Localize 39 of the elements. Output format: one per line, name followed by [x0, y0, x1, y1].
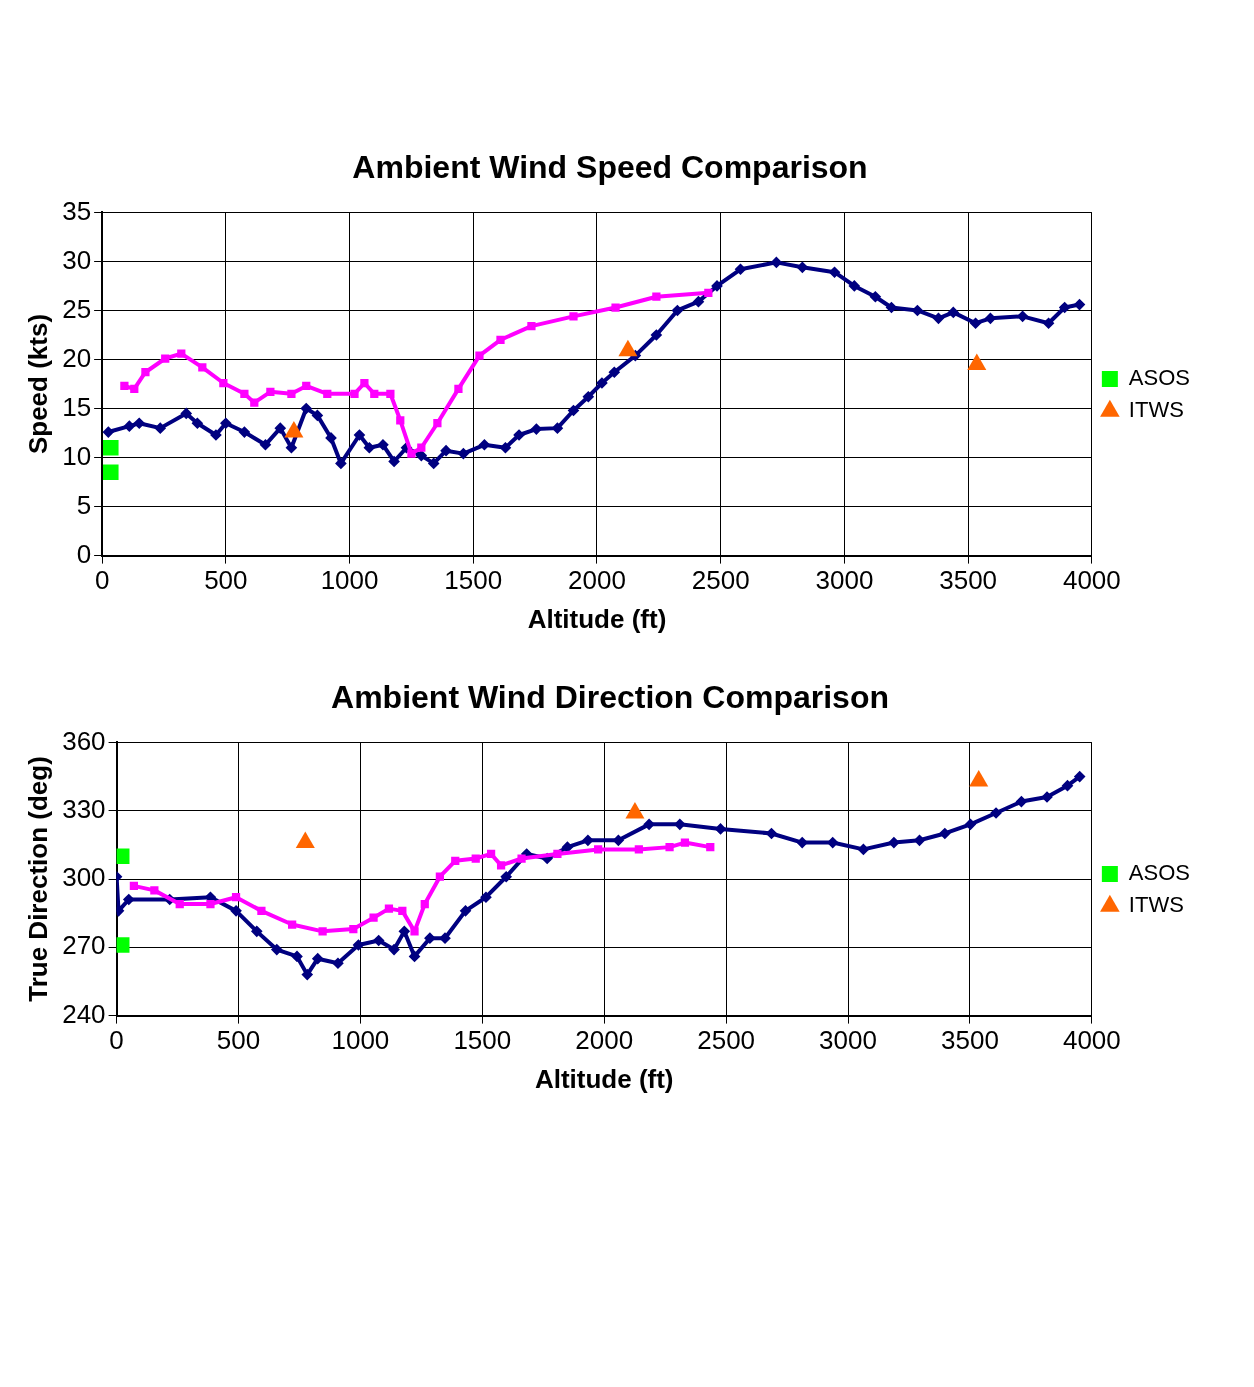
y-tick-label: 360: [62, 725, 106, 756]
x-tick-label: 2000: [568, 565, 626, 596]
x-axis-title: Altitude (ft): [527, 603, 667, 634]
x-tick-label: 3500: [941, 1025, 999, 1056]
x-tick-label: 3500: [939, 565, 998, 596]
x-tick-label: 1500: [444, 565, 503, 596]
x-tick-label: 4000: [1062, 565, 1121, 596]
y-tick-label: 10: [62, 440, 92, 471]
legend-label: ASOS: [1128, 365, 1191, 391]
y-tick-label: 35: [62, 195, 92, 226]
x-tick-label: 3000: [815, 565, 874, 596]
legend-label: ITWS: [1128, 892, 1184, 918]
y-tick-label: 15: [62, 391, 92, 422]
y-tick-label: 240: [62, 998, 106, 1029]
y-tick-label: 25: [62, 293, 92, 324]
y-axis-title: Speed (kts): [22, 313, 53, 455]
x-tick-label: 2500: [697, 1025, 756, 1056]
y-tick-label: 300: [62, 862, 106, 893]
legend-label: ASOS: [1128, 860, 1191, 886]
legend-label: ITWS: [1128, 397, 1184, 423]
y-axis-title: True Direction (deg): [22, 756, 53, 1002]
x-tick-label: 1000: [320, 565, 379, 596]
x-tick-label: 1500: [453, 1025, 512, 1056]
y-tick-label: 20: [62, 342, 92, 373]
chart-title: Ambient Wind Speed Comparison: [352, 149, 868, 186]
x-tick-label: 4000: [1062, 1025, 1121, 1056]
y-tick-label: 30: [62, 244, 92, 275]
chart-title: Ambient Wind Direction Comparison: [331, 679, 889, 716]
x-tick-label: 2500: [691, 565, 750, 596]
x-tick-label: 500: [204, 565, 248, 596]
x-tick-label: 2000: [575, 1025, 634, 1056]
y-tick-label: 0: [76, 538, 92, 569]
x-axis-title: Altitude (ft): [534, 1063, 674, 1094]
x-tick-label: 3000: [819, 1025, 877, 1056]
x-tick-label: 1000: [331, 1025, 390, 1056]
y-tick-label: 5: [76, 489, 92, 520]
y-tick-label: 330: [62, 793, 106, 824]
y-tick-label: 270: [62, 930, 106, 961]
x-tick-label: 500: [216, 1025, 261, 1056]
